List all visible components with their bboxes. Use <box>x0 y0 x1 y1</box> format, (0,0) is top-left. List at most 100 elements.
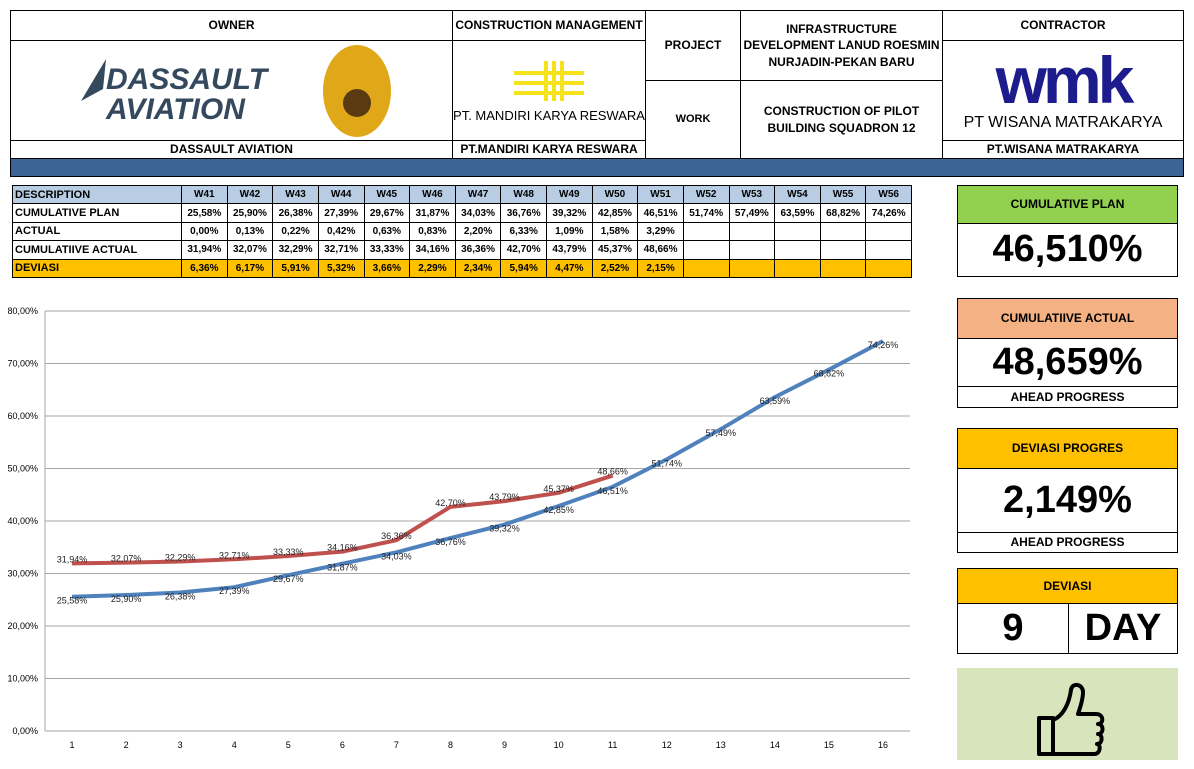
data-label: 27,39% <box>219 586 250 596</box>
kpi-value: 48,659% <box>957 338 1178 387</box>
kpi-label: CUMULATIIVE ACTUAL <box>957 298 1178 339</box>
data-label: 51,74% <box>651 458 682 468</box>
data-label: 39,32% <box>489 524 520 534</box>
data-label: 63,59% <box>760 396 791 406</box>
progress-table: DESCRIPTION W41 W42 W43 W44 W45 W46 W47 W48 W49 W5… <box>12 184 912 279</box>
x-tick-label: 4 <box>232 740 237 750</box>
data-label: 32,29% <box>165 552 196 562</box>
bar-shape <box>514 70 584 75</box>
data-label: 34,03% <box>381 551 412 561</box>
data-label: 32,07% <box>111 554 142 564</box>
x-tick-label: 8 <box>448 740 453 750</box>
logo-text: AVIATION <box>105 93 246 126</box>
x-tick-label: 5 <box>286 740 291 750</box>
y-tick-label: 0,00% <box>12 726 38 736</box>
x-tick-label: 3 <box>178 740 183 750</box>
data-label: 31,87% <box>327 563 358 573</box>
data-label: 57,49% <box>706 428 737 438</box>
bar-shape <box>514 90 584 95</box>
thumb-shape <box>1037 683 1105 756</box>
y-tick-label: 10,00% <box>7 674 38 684</box>
data-label: 42,70% <box>435 498 466 508</box>
cm-bars <box>514 60 584 101</box>
kpi-note: AHEAD PROGRESS <box>957 532 1178 553</box>
table-cell: 6,36% <box>181 258 228 279</box>
wmk-logo: wmk <box>995 42 1135 117</box>
project-value: INFRASTRUCTURE DEVELOPMENT LANUD ROESMIN… <box>740 10 943 81</box>
thumb-icon <box>1037 683 1105 756</box>
y-tick-label: 50,00% <box>7 464 38 474</box>
contractor-label: CONTRACTOR <box>942 10 1184 41</box>
data-label: 36,36% <box>381 531 412 541</box>
x-tick-label: 1 <box>70 740 75 750</box>
logo-text: DASSAULT <box>106 63 270 96</box>
data-label: 32,71% <box>219 550 250 560</box>
table-cell: 2,29% <box>409 258 456 279</box>
table-cell: 6,17% <box>226 258 274 279</box>
data-label: 45,37% <box>543 484 574 494</box>
x-tick-label: 16 <box>878 740 888 750</box>
emblem-center <box>343 89 371 117</box>
kpi-label: DEVIASI <box>957 568 1178 604</box>
bar-shape <box>552 60 556 101</box>
y-tick-label: 60,00% <box>7 411 38 421</box>
thumb-box <box>957 668 1178 760</box>
data-label: 48,66% <box>597 467 628 477</box>
divider-band <box>10 158 1184 177</box>
table-row: CUMULATIVE PLAN 25,58% 25,90% 26,38% 27,39% 2… <box>12 203 912 223</box>
bar-shape <box>544 60 548 101</box>
y-tick-label: 70,00% <box>7 359 38 369</box>
data-label: 25,58% <box>57 596 88 606</box>
owner-logo: DASSAULT AVIATION <box>10 40 453 141</box>
y-tick-label: 80,00% <box>7 306 38 316</box>
x-tick-label: 13 <box>716 740 726 750</box>
data-label: 29,67% <box>273 574 304 584</box>
x-tick-label: 10 <box>554 740 564 750</box>
s-curve-chart: 0,00% 10,00% 20,00% 30,00% 40,00% 50,00% 60,00… <box>7 306 910 750</box>
data-label: 33,33% <box>273 547 304 557</box>
kpi-value: 46,510% <box>957 223 1178 277</box>
kpi-label: CUMULATIVE PLAN <box>957 185 1178 224</box>
data-label: 43,79% <box>489 492 520 502</box>
data-label: 68,82% <box>814 369 845 379</box>
data-label: 31,94% <box>57 554 88 564</box>
work-value: CONSTRUCTION OF PILOT BUILDING SQUADRON … <box>740 80 943 159</box>
x-tick-label: 14 <box>770 740 780 750</box>
data-label: 26,38% <box>165 592 196 602</box>
y-tick-label: 30,00% <box>7 569 38 579</box>
cm-logo-text: PT. MANDIRI KARYA RESWARA <box>453 107 645 123</box>
empty-cell <box>865 258 912 279</box>
bar-shape <box>514 80 584 85</box>
x-tick-label: 7 <box>394 740 399 750</box>
x-tick-label: 15 <box>824 740 834 750</box>
data-label: 25,90% <box>111 594 142 604</box>
dassault-mark <box>81 59 106 101</box>
contractor-logo-text: PT WISANA MATRAKARYA <box>963 113 1163 131</box>
y-tick-label: 40,00% <box>7 516 38 526</box>
data-label: 34,16% <box>327 543 358 553</box>
header-cell: DESCRIPTION <box>12 184 182 205</box>
table-header-row: DESCRIPTION W41 W42 W43 W44 W45 W46 W47 W48 W49 W5… <box>12 184 912 205</box>
x-tick-label: 2 <box>124 740 129 750</box>
contractor-logo: wmk PT WISANA MATRAKARYA <box>942 40 1184 141</box>
data-label: 74,26% <box>868 340 899 350</box>
kpi-label: DEVIASI PROGRES <box>957 428 1178 469</box>
series-line <box>71 339 884 599</box>
table-row: ACTUAL 0,00% 0,13% 0,22% 0,42% 0,63% 0,83% 2,20… <box>12 221 912 242</box>
x-tick-label: 12 <box>662 740 672 750</box>
data-label: 46,51% <box>597 486 628 496</box>
owner-logos: DASSAULT AVIATION <box>81 45 391 137</box>
kpi-unit: DAY <box>1068 603 1178 654</box>
kpi-note: AHEAD PROGRESS <box>957 386 1178 408</box>
x-tick-label: 9 <box>502 740 507 750</box>
y-tick-label: 20,00% <box>7 621 38 631</box>
kpi-value: 9 <box>957 603 1069 654</box>
x-tick-label: 11 <box>608 740 617 750</box>
kpi-value: 2,149% <box>957 468 1178 533</box>
data-label: 42,85% <box>543 505 574 515</box>
bar-shape <box>560 60 564 101</box>
table-row: CUMULATIIVE ACTUAL 31,94% 32,07% 32,29% 32,7… <box>12 240 912 260</box>
